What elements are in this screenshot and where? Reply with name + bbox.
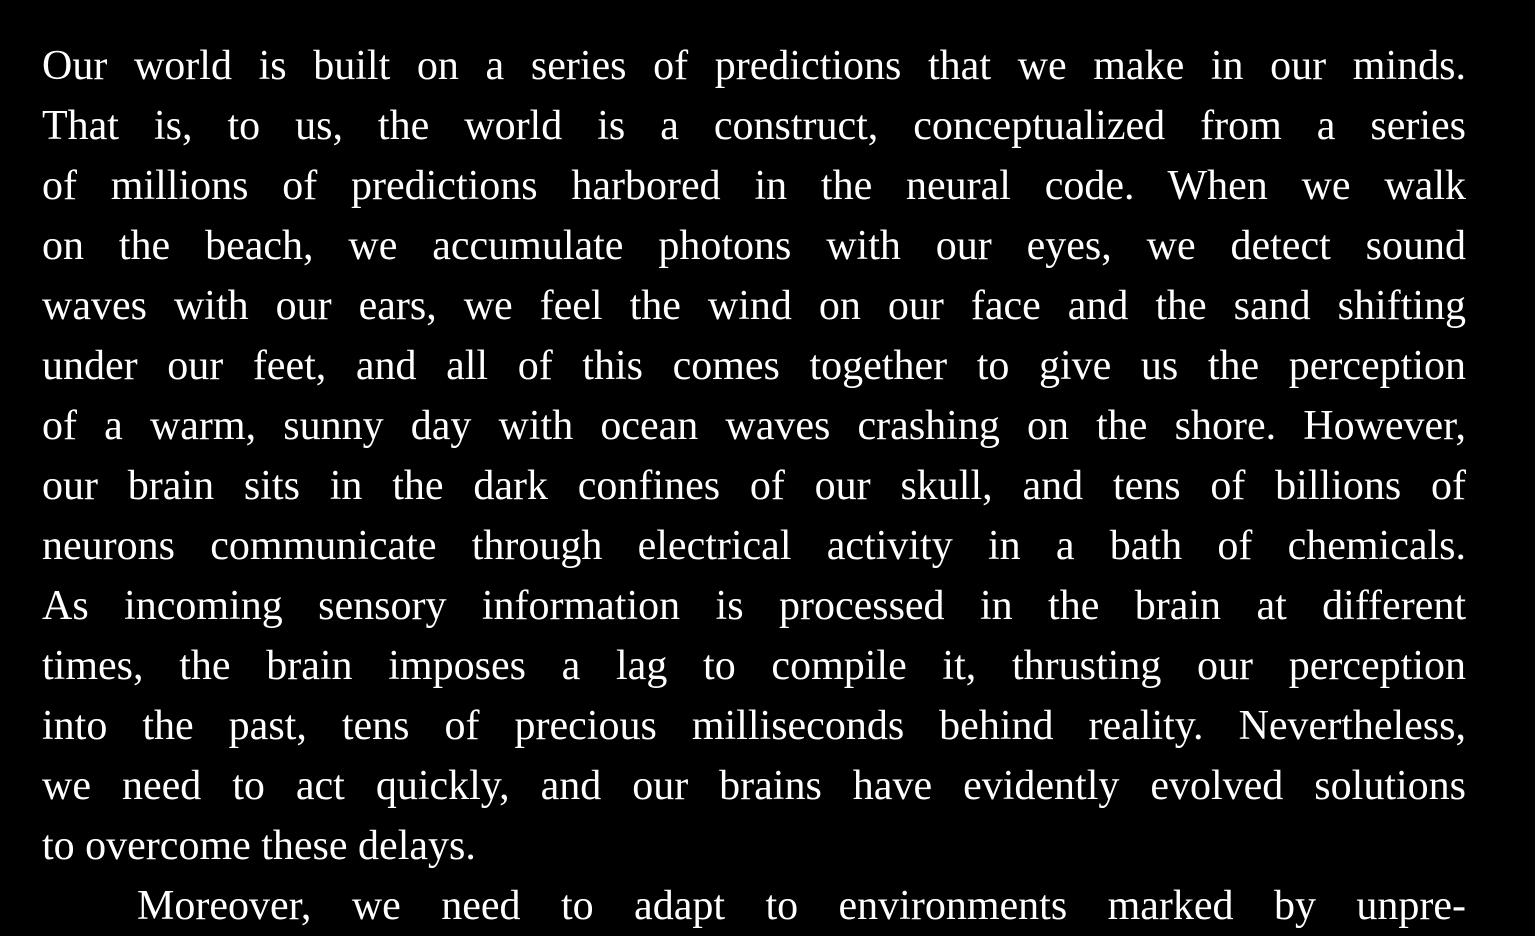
text-line: to overcome these delays. (42, 823, 476, 869)
paragraph: Moreover, we need to adapt to environmen… (42, 876, 1466, 936)
text-line: into the past, tens of precious millisec… (42, 703, 1466, 749)
paragraph: Our world is built on a series of predic… (42, 36, 1466, 876)
page: Our world is built on a series of predic… (42, 43, 1466, 929)
text-line: of a warm, sunny day with ocean waves cr… (42, 403, 1466, 449)
text-line: times, the brain imposes a lag to compil… (42, 643, 1466, 689)
text-line: As incoming sensory information is proce… (42, 583, 1466, 629)
text-line: under our feet, and all of this comes to… (42, 343, 1466, 389)
text-line: neurons communicate through electrical a… (42, 523, 1466, 569)
text-line: waves with our ears, we feel the wind on… (42, 283, 1466, 329)
document: Our world is built on a series of predic… (42, 36, 1466, 936)
text-line: That is, to us, the world is a construct… (42, 103, 1466, 149)
text-line: our brain sits in the dark confines of o… (42, 463, 1466, 509)
text-line: of millions of predictions harbored in t… (42, 163, 1466, 209)
text-line: Moreover, we need to adapt to environmen… (137, 883, 1466, 929)
text-line: we need to act quickly, and our brains h… (42, 763, 1466, 809)
text-line: on the beach, we accumulate photons with… (42, 223, 1466, 269)
text-line: Our world is built on a series of predic… (42, 43, 1466, 89)
